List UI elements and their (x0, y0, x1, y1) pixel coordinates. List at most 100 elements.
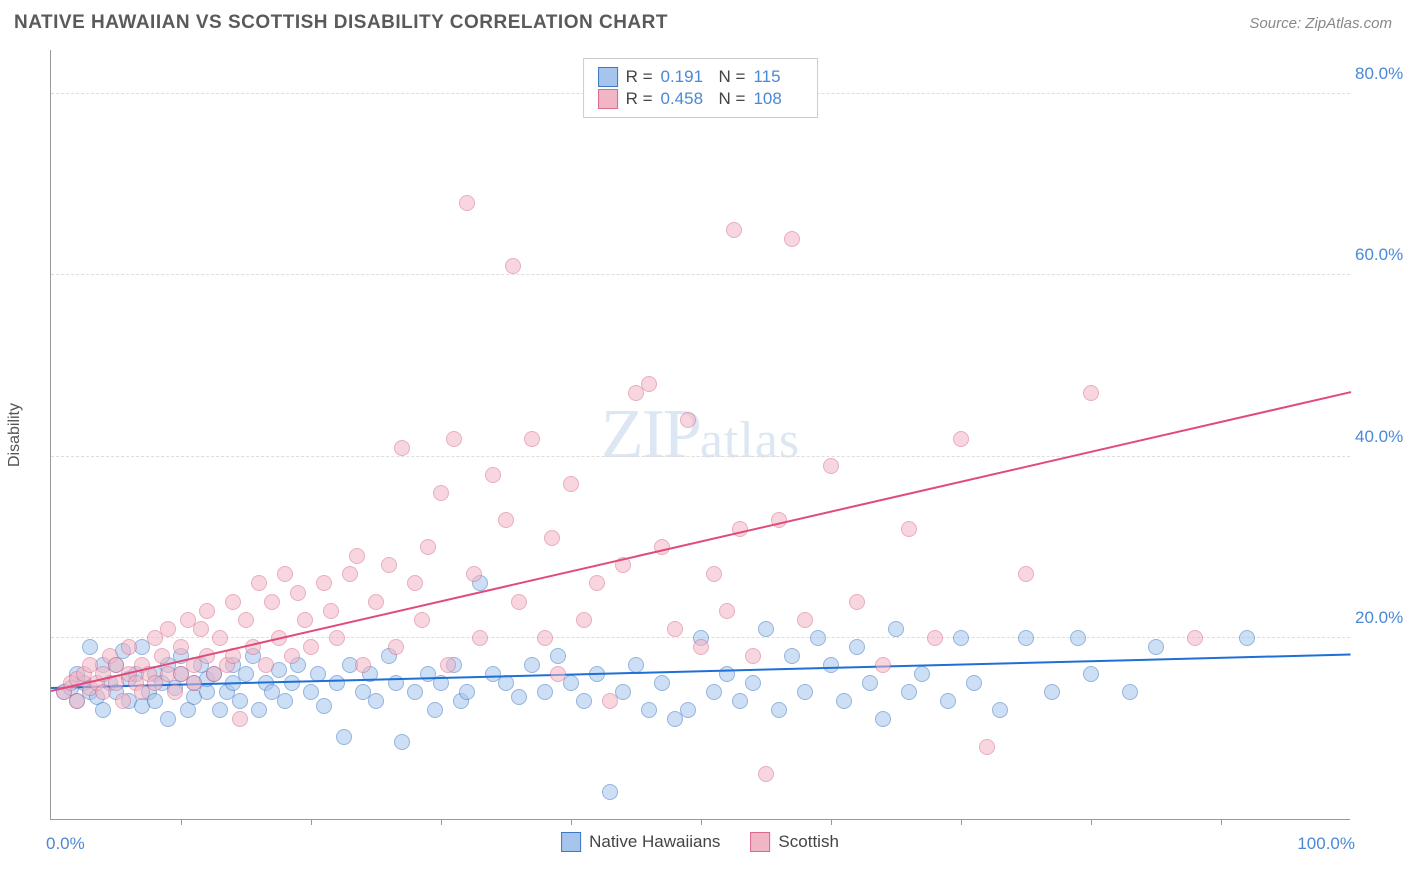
data-point (576, 612, 592, 628)
data-point (979, 739, 995, 755)
data-point (550, 666, 566, 682)
data-point (797, 684, 813, 700)
x-tick (1221, 819, 1222, 825)
data-point (745, 675, 761, 691)
legend-swatch (598, 67, 618, 87)
data-point (1044, 684, 1060, 700)
chart-area: Disability ZIPatlas R =0.191N =115R =0.4… (50, 50, 1350, 820)
data-point (992, 702, 1008, 718)
data-point (349, 548, 365, 564)
data-point (368, 693, 384, 709)
data-point (160, 621, 176, 637)
data-point (927, 630, 943, 646)
data-point (1018, 630, 1034, 646)
data-point (628, 657, 644, 673)
data-point (602, 784, 618, 800)
data-point (901, 521, 917, 537)
data-point (303, 684, 319, 700)
data-point (368, 594, 384, 610)
chart-header: NATIVE HAWAIIAN VS SCOTTISH DISABILITY C… (14, 12, 1392, 34)
y-tick-label: 40.0% (1355, 427, 1405, 447)
legend-swatch (750, 832, 770, 852)
data-point (290, 585, 306, 601)
data-point (355, 657, 371, 673)
data-point (433, 485, 449, 501)
data-point (505, 258, 521, 274)
data-point (732, 693, 748, 709)
data-point (589, 575, 605, 591)
data-point (69, 693, 85, 709)
gridline (51, 456, 1350, 457)
data-point (381, 557, 397, 573)
data-point (1239, 630, 1255, 646)
data-point (706, 566, 722, 582)
legend-swatch (561, 832, 581, 852)
data-point (420, 539, 436, 555)
data-point (706, 684, 722, 700)
data-point (427, 702, 443, 718)
data-point (875, 657, 891, 673)
data-point (160, 711, 176, 727)
data-point (115, 693, 131, 709)
data-point (1187, 630, 1203, 646)
data-point (680, 412, 696, 428)
legend-n-label: N = (719, 89, 746, 109)
data-point (186, 675, 202, 691)
data-point (498, 512, 514, 528)
data-point (459, 195, 475, 211)
x-tick (1091, 819, 1092, 825)
source-credit: Source: ZipAtlas.com (1249, 15, 1392, 32)
data-point (95, 702, 111, 718)
data-point (466, 566, 482, 582)
data-point (316, 575, 332, 591)
legend-r-value: 0.458 (661, 89, 711, 109)
data-point (511, 594, 527, 610)
data-point (784, 231, 800, 247)
legend-swatch (598, 89, 618, 109)
x-tick (831, 819, 832, 825)
data-point (641, 702, 657, 718)
data-point (966, 675, 982, 691)
data-point (576, 693, 592, 709)
plot-region: ZIPatlas R =0.191N =115R =0.458N =108 20… (50, 50, 1350, 820)
data-point (1148, 639, 1164, 655)
data-point (121, 639, 137, 655)
legend-n-value: 115 (753, 67, 803, 87)
data-point (498, 675, 514, 691)
correlation-legend: R =0.191N =115R =0.458N =108 (583, 58, 819, 118)
data-point (1083, 385, 1099, 401)
data-point (414, 612, 430, 628)
data-point (823, 657, 839, 673)
y-tick-label: 80.0% (1355, 64, 1405, 84)
data-point (810, 630, 826, 646)
legend-series-label: Scottish (778, 832, 838, 852)
data-point (901, 684, 917, 700)
data-point (232, 711, 248, 727)
data-point (277, 566, 293, 582)
data-point (199, 603, 215, 619)
data-point (544, 530, 560, 546)
legend-series-item: Scottish (750, 832, 838, 852)
legend-r-label: R = (626, 89, 653, 109)
legend-series-item: Native Hawaiians (561, 832, 720, 852)
data-point (771, 702, 787, 718)
data-point (446, 431, 462, 447)
data-point (225, 594, 241, 610)
data-point (394, 734, 410, 750)
data-point (258, 657, 274, 673)
data-point (758, 766, 774, 782)
data-point (407, 575, 423, 591)
data-point (849, 639, 865, 655)
data-point (667, 621, 683, 637)
data-point (297, 612, 313, 628)
data-point (336, 729, 352, 745)
data-point (173, 639, 189, 655)
series-legend: Native Hawaiians Scottish (561, 832, 839, 852)
source-label: Source: (1249, 15, 1301, 32)
gridline (51, 274, 1350, 275)
source-link[interactable]: ZipAtlas.com (1305, 15, 1392, 32)
legend-n-label: N = (719, 67, 746, 87)
data-point (641, 376, 657, 392)
data-point (1083, 666, 1099, 682)
data-point (277, 693, 293, 709)
